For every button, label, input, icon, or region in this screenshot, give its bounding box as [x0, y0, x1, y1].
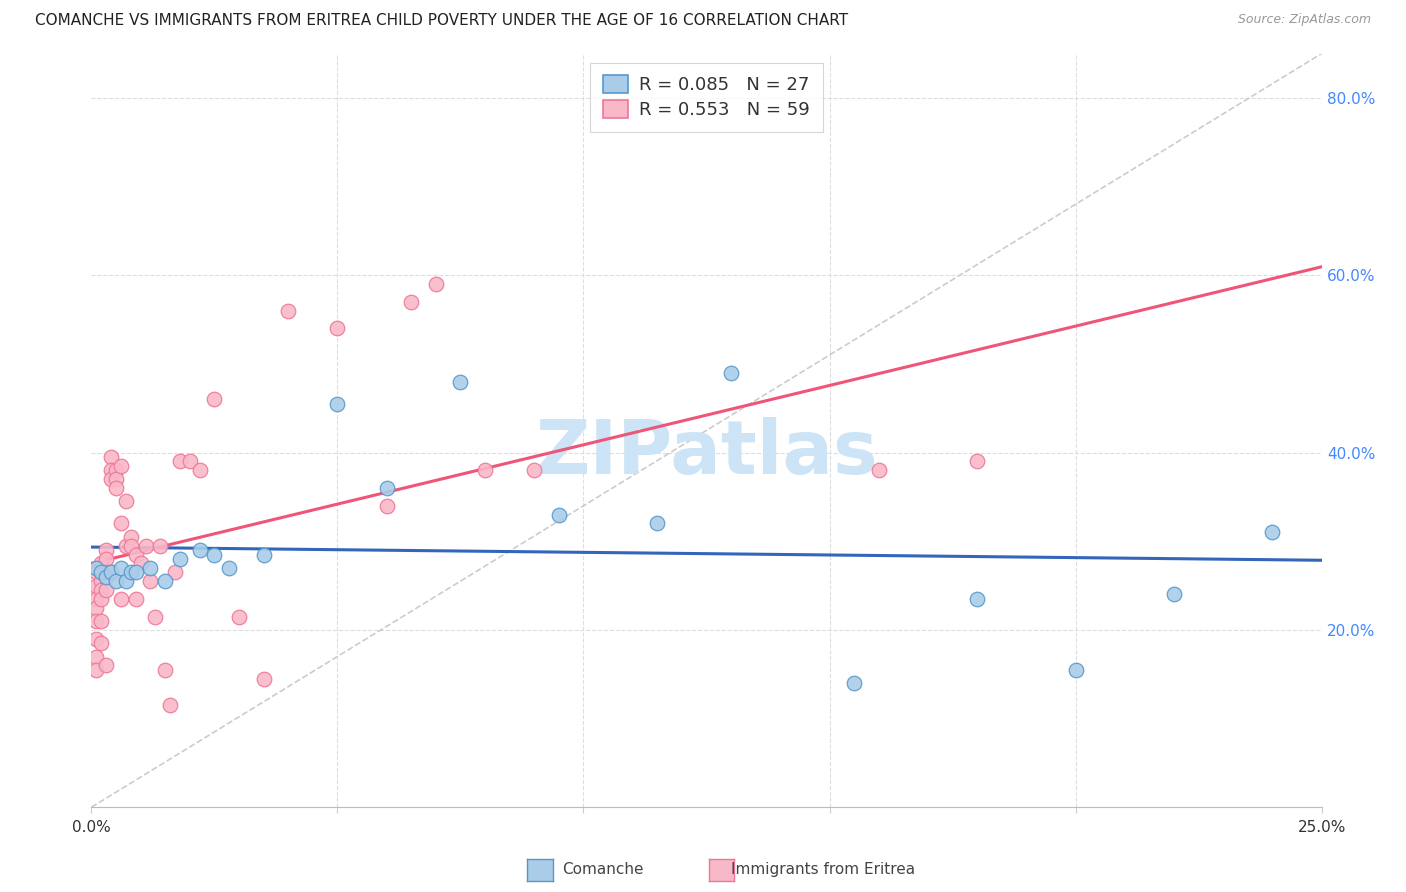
Point — [120, 530, 142, 544]
Point — [326, 397, 349, 411]
Point — [326, 321, 349, 335]
Point — [105, 574, 127, 589]
Point — [129, 557, 152, 571]
Point — [96, 552, 117, 566]
Point — [90, 614, 112, 628]
Point — [202, 392, 225, 407]
Point — [375, 481, 398, 495]
Point — [86, 566, 108, 580]
Point — [277, 303, 299, 318]
Point — [645, 516, 669, 531]
Point — [90, 582, 112, 597]
Point — [86, 614, 108, 628]
Point — [96, 582, 117, 597]
Point — [96, 566, 117, 580]
Text: COMANCHE VS IMMIGRANTS FROM ERITREA CHILD POVERTY UNDER THE AGE OF 16 CORRELATIO: COMANCHE VS IMMIGRANTS FROM ERITREA CHIL… — [35, 13, 848, 29]
Point — [547, 508, 569, 522]
Point — [120, 539, 142, 553]
Point — [100, 463, 122, 477]
Point — [159, 698, 181, 713]
Point — [120, 566, 142, 580]
Text: ZIPatlas: ZIPatlas — [536, 417, 877, 490]
Point — [253, 548, 276, 562]
Point — [90, 557, 112, 571]
Point — [218, 561, 240, 575]
Point — [86, 632, 108, 646]
Point — [110, 516, 132, 531]
Point — [96, 570, 117, 584]
Point — [90, 636, 112, 650]
Point — [105, 463, 127, 477]
Point — [105, 472, 127, 486]
Point — [86, 578, 108, 592]
Point — [253, 672, 276, 686]
Point — [163, 566, 186, 580]
Point — [110, 591, 132, 606]
Text: Source: ZipAtlas.com: Source: ZipAtlas.com — [1237, 13, 1371, 27]
Point — [228, 609, 250, 624]
Point — [110, 458, 132, 473]
Point — [100, 566, 122, 580]
Point — [169, 454, 191, 468]
Text: Comanche: Comanche — [562, 863, 644, 877]
Point — [100, 472, 122, 486]
Point — [966, 591, 988, 606]
Point — [90, 591, 112, 606]
Point — [720, 366, 742, 380]
Point — [114, 574, 138, 589]
Point — [188, 463, 211, 477]
Point — [96, 658, 117, 673]
Point — [114, 539, 138, 553]
Point — [1064, 663, 1087, 677]
Point — [153, 663, 177, 677]
Point — [86, 649, 108, 664]
Point — [169, 552, 191, 566]
Point — [86, 561, 108, 575]
Point — [90, 566, 112, 580]
Point — [86, 663, 108, 677]
Point — [842, 676, 865, 690]
Point — [153, 574, 177, 589]
Point — [188, 543, 211, 558]
Point — [96, 543, 117, 558]
Point — [100, 566, 122, 580]
Point — [449, 375, 471, 389]
Point — [124, 591, 146, 606]
Point — [1261, 525, 1284, 540]
Point — [100, 450, 122, 464]
Point — [114, 494, 138, 508]
Point — [145, 609, 166, 624]
Point — [90, 574, 112, 589]
Point — [202, 548, 225, 562]
Point — [105, 481, 127, 495]
Point — [149, 539, 172, 553]
Point — [124, 566, 146, 580]
Point — [474, 463, 496, 477]
Point — [124, 548, 146, 562]
Point — [135, 539, 156, 553]
Point — [1163, 587, 1185, 601]
Point — [966, 454, 988, 468]
Point — [139, 574, 162, 589]
Point — [399, 294, 422, 309]
Legend: R = 0.085   N = 27, R = 0.553   N = 59: R = 0.085 N = 27, R = 0.553 N = 59 — [591, 62, 823, 132]
Text: Immigrants from Eritrea: Immigrants from Eritrea — [731, 863, 915, 877]
Point — [523, 463, 546, 477]
Point — [868, 463, 890, 477]
Point — [139, 561, 162, 575]
Point — [86, 600, 108, 615]
Point — [90, 566, 112, 580]
Point — [375, 499, 398, 513]
Point — [179, 454, 201, 468]
Point — [425, 277, 447, 291]
Point — [86, 591, 108, 606]
Point — [110, 561, 132, 575]
